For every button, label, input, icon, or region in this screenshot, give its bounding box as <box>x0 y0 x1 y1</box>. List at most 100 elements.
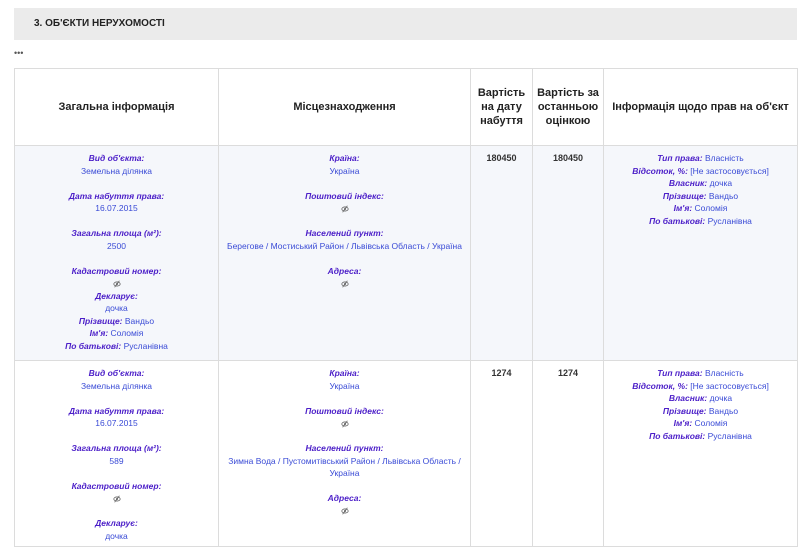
location-cell: Країна: Україна Поштовий індекс: Населений … <box>218 360 471 547</box>
field-label: Дата набуття права: <box>68 405 165 416</box>
field-label: Країна: <box>329 153 360 163</box>
hidden-value <box>223 505 466 518</box>
field-value: [Не застосовується] <box>690 380 769 391</box>
info-block: Населений пункт: Берегове / Мостиський Ра… <box>223 227 466 252</box>
info-line: Тип права: Власність <box>608 367 793 380</box>
field-label: Прізвище: <box>662 190 707 201</box>
field-value: Зимна Вода / Пустомитівський Район / Льв… <box>228 455 461 479</box>
field-label: Країна: <box>329 368 360 378</box>
info-line: По батькові: Русланівна <box>608 215 793 228</box>
rights-cell: Тип права: Власність Відсоток, %: [Не зас… <box>603 360 798 547</box>
field-label: Відсоток, %: <box>632 380 688 391</box>
field-label: Кадастровий номер: <box>71 265 162 276</box>
info-line: Відсоток, %: [Не застосовується] <box>608 165 793 178</box>
field-value: Власність <box>704 368 744 378</box>
property-table: Загальна інформація Місцезнаходження Вар… <box>14 68 798 547</box>
info-block: Дата набуття права: 16.07.2015 <box>19 405 214 430</box>
field-label: Поштовий індекс: <box>305 405 384 416</box>
field-label: Прізвище: <box>662 405 707 416</box>
field-label: Населений пункт: <box>305 228 384 238</box>
info-block: Кадастровий номер: <box>19 480 214 505</box>
info-block: Країна: Україна <box>223 152 466 177</box>
field-label: Населений пункт: <box>305 443 384 453</box>
field-value: Соломія <box>110 328 144 338</box>
field-value: Україна <box>329 380 360 391</box>
info-line: Ім'я: Соломія <box>608 202 793 215</box>
info-line: По батькові: Русланівна <box>608 430 793 443</box>
hidden-value <box>223 277 466 290</box>
info-line: Власник: дочка <box>608 177 793 190</box>
hidden-icon <box>112 495 121 503</box>
field-label: Декларує: <box>95 518 138 528</box>
field-label: Ім'я: <box>89 328 109 338</box>
column-header: Місцезнаходження <box>218 68 471 146</box>
field-label: По батькові: <box>649 430 706 441</box>
field-value: дочка <box>105 530 128 541</box>
field-value: Берегове / Мостиський Район / Львівська … <box>227 240 462 251</box>
screen: 3. ОБ'ЄКТИ НЕРУХОМОСТІ ••• Загальна інфо… <box>14 8 798 547</box>
info-line: Власник: дочка <box>608 392 793 405</box>
hidden-icon <box>340 205 349 213</box>
field-value: Вандьо <box>124 315 155 326</box>
field-label: Ім'я: <box>673 418 693 428</box>
field-value: 589 <box>109 455 124 466</box>
more-toggle[interactable]: ••• <box>14 48 24 58</box>
general-cell: Вид об'єкта: Земельна ділянка Дата набуття… <box>14 145 219 361</box>
field-value: Земельна ділянка <box>80 380 153 391</box>
info-block: Загальна площа (м²): 2500 <box>19 227 214 252</box>
hidden-icon <box>340 420 349 428</box>
hidden-icon <box>340 280 349 288</box>
info-line: Ім'я: Соломія <box>19 327 214 340</box>
data-row: Вид об'єкта: Земельна ділянка Дата набуття… <box>14 145 798 361</box>
field-value: 16.07.2015 <box>95 418 138 428</box>
location-cell: Країна: Україна Поштовий індекс: Населений … <box>218 145 471 361</box>
info-block: Кадастровий номер: <box>19 265 214 290</box>
field-label: Вид об'єкта: <box>88 153 145 163</box>
info-block: Країна: Україна <box>223 367 466 392</box>
field-label: Власник: <box>668 178 708 188</box>
field-value: Власність <box>704 153 744 163</box>
field-value: Соломія <box>694 203 728 213</box>
field-value: Русланівна <box>123 340 168 351</box>
field-value: 16.07.2015 <box>95 203 138 213</box>
info-block: Населений пункт: Зимна Вода / Пустомитівс… <box>223 442 466 480</box>
info-line: По батькові: Русланівна <box>19 340 214 353</box>
cost-valuation: 180450 <box>532 145 604 361</box>
field-label: Кадастровий номер: <box>71 480 162 491</box>
field-value: Україна <box>329 165 360 176</box>
header-row: Загальна інформація Місцезнаходження Вар… <box>14 68 798 146</box>
info-line: Тип права: Власність <box>608 152 793 165</box>
data-row: Вид об'єкта: Земельна ділянка Дата набуття… <box>14 360 798 547</box>
field-label: Відсоток, %: <box>632 165 688 176</box>
field-value: Вандьо <box>708 405 739 416</box>
info-line: Прізвище: Вандьо <box>19 315 214 328</box>
column-header: Загальна інформація <box>14 68 219 146</box>
cost-acquisition: 1274 <box>470 360 533 547</box>
hidden-value <box>19 492 214 505</box>
info-line: Відсоток, %: [Не застосовується] <box>608 380 793 393</box>
field-label: Прізвище: <box>78 315 123 326</box>
info-block: Вид об'єкта: Земельна ділянка <box>19 367 214 392</box>
field-label: Тип права: <box>657 153 703 163</box>
field-value: 2500 <box>107 240 126 251</box>
field-value: Вандьо <box>708 190 739 201</box>
field-value: дочка <box>709 178 733 188</box>
field-label: Ім'я: <box>673 203 693 213</box>
info-line: Прізвище: Вандьо <box>608 405 793 418</box>
info-block: Дата набуття права: 16.07.2015 <box>19 190 214 215</box>
info-line: Прізвище: Вандьо <box>608 190 793 203</box>
hidden-icon <box>340 507 349 515</box>
section-title: 3. ОБ'ЄКТИ НЕРУХОМОСТІ <box>14 8 797 40</box>
general-cell: Вид об'єкта: Земельна ділянка Дата набуття… <box>14 360 219 547</box>
field-label: Загальна площа (м²): <box>71 228 162 238</box>
info-block: Поштовий індекс: <box>223 405 466 430</box>
column-header: Інформація щодо прав на об'єкт <box>603 68 798 146</box>
info-block: Декларує: дочка Прізвище: Вандьо Ім'я: Соло… <box>19 290 214 353</box>
cost-acquisition: 180450 <box>470 145 533 361</box>
info-block: Вид об'єкта: Земельна ділянка <box>19 152 214 177</box>
cost-valuation: 1274 <box>532 360 604 547</box>
rights-cell: Тип права: Власність Відсоток, %: [Не зас… <box>603 145 798 361</box>
info-block: Загальна площа (м²): 589 <box>19 442 214 467</box>
info-block: Декларує: дочка <box>19 517 214 542</box>
field-label: Дата набуття права: <box>68 190 165 201</box>
